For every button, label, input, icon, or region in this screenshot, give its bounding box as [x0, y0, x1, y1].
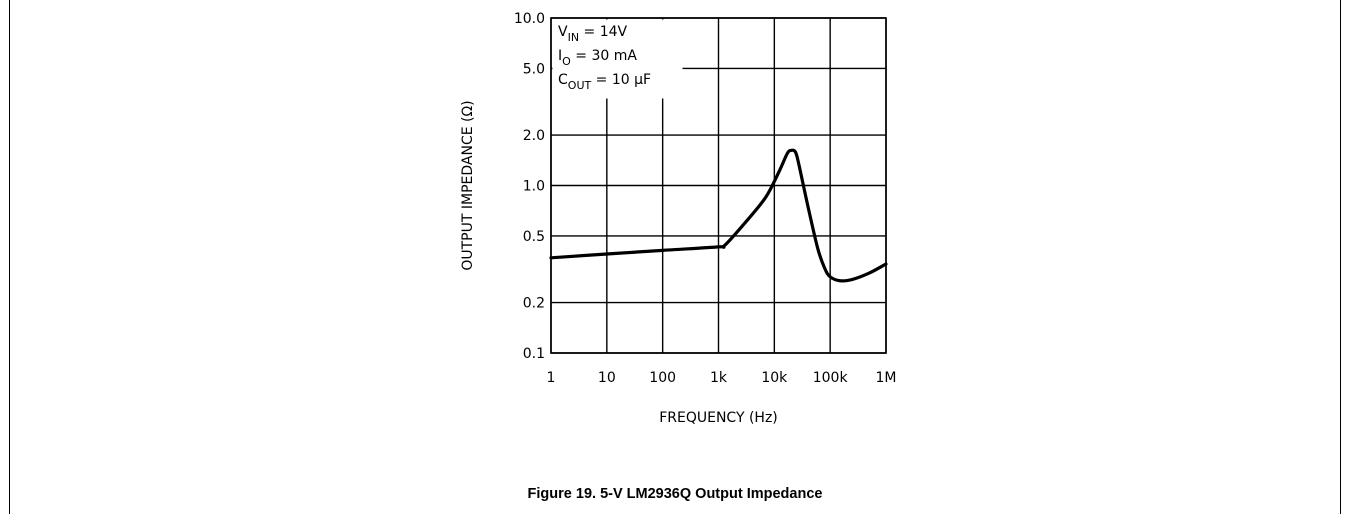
figure-frame	[9, 0, 1341, 514]
impedance-curve	[549, 148, 888, 283]
y-tick-label: 2.0	[523, 128, 545, 144]
x-tick-label: 10k	[761, 370, 788, 386]
y-axis-label: OUTPUT IMPEDANCE (Ω)	[460, 100, 476, 270]
condition-label: COUT = 10 μF	[558, 72, 651, 92]
tick-labels: 1 10 100 1k 10k 100k 1M 10.0 5.0 2.0 1.0 0.5 0.2 0.1	[514, 11, 897, 386]
condition-label: VIN = 14V	[558, 24, 628, 44]
x-tick-label: 1	[547, 370, 556, 386]
condition-label: IO = 30 mA	[558, 48, 637, 68]
y-tick-label: 5.0	[523, 61, 545, 77]
plot-border	[550, 17, 887, 354]
y-tick-label: 10.0	[514, 11, 545, 27]
annotation-background	[552, 19, 683, 99]
y-tick-label: 0.1	[523, 346, 545, 362]
output-impedance-chart: VIN = 14V IO = 30 mA COUT = 10 μF 1 10 100 1k…	[460, 11, 897, 426]
x-tick-label: 1M	[876, 370, 897, 386]
y-tick-label: 1.0	[523, 179, 545, 195]
y-tick-label: 0.2	[523, 296, 545, 312]
y-tick-label: 0.5	[523, 229, 545, 245]
x-tick-label: 10	[598, 370, 616, 386]
x-tick-label: 1k	[710, 370, 728, 386]
series-layer	[549, 148, 888, 283]
x-tick-label: 100k	[813, 370, 849, 386]
conditions-annotation: VIN = 14V IO = 30 mA COUT = 10 μF	[550, 17, 887, 354]
x-tick-label: 100	[649, 370, 676, 386]
figure-caption: Figure 19. 5-V LM2936Q Output Impedance	[527, 486, 823, 502]
x-axis-label: FREQUENCY (Hz)	[659, 410, 778, 426]
